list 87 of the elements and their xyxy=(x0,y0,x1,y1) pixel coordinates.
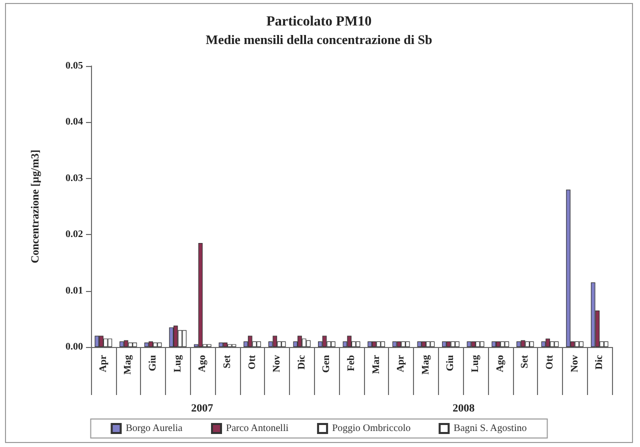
x-tick-label: Nov xyxy=(569,355,580,372)
bar xyxy=(480,341,484,347)
bar xyxy=(466,341,472,347)
bar xyxy=(550,341,554,347)
x-tick-label: Ago xyxy=(197,355,208,372)
bar xyxy=(450,341,456,347)
bar xyxy=(157,342,162,347)
bar xyxy=(356,341,360,347)
bar xyxy=(206,344,212,347)
bar xyxy=(442,341,446,347)
bar xyxy=(103,338,108,347)
bar xyxy=(405,341,410,347)
x-tick-label: Gen xyxy=(321,354,332,373)
bar xyxy=(492,341,496,347)
x-tick-label: Lug xyxy=(470,355,482,372)
bar xyxy=(120,341,124,347)
bar xyxy=(248,336,252,347)
bar xyxy=(322,336,327,347)
bar xyxy=(376,341,381,347)
x-tick-label: Feb xyxy=(346,354,357,372)
chart-title: Particolato PM10 xyxy=(266,14,372,30)
x-tick-label: Ott xyxy=(246,354,258,370)
bar xyxy=(417,341,422,347)
bar xyxy=(604,341,608,347)
x-tick-label: Set xyxy=(520,354,531,368)
y-axis-title: Concentrazione [µg/m3] xyxy=(30,150,42,264)
bar xyxy=(281,341,286,347)
y-tick-label: 0.04 xyxy=(66,116,83,128)
bar xyxy=(173,326,178,347)
legend-label: Poggio Ombriccolo xyxy=(332,423,411,434)
x-tick-label: Set xyxy=(222,354,233,368)
bar xyxy=(516,341,521,347)
bar xyxy=(124,340,128,347)
bar xyxy=(182,330,187,347)
x-tick-label: Ott xyxy=(544,354,556,370)
bar xyxy=(272,336,278,347)
bar xyxy=(520,340,526,347)
bar xyxy=(306,340,311,347)
bar xyxy=(302,338,306,347)
bar xyxy=(396,341,402,347)
legend-label: Bagni S. Agostino xyxy=(454,423,527,434)
bar xyxy=(541,341,546,347)
bar xyxy=(94,336,100,347)
x-tick-label: Apr xyxy=(98,354,109,372)
x-tick-label: Lug xyxy=(172,355,184,372)
x-tick-label: Dic xyxy=(296,354,308,370)
y-tick-label: 0.00 xyxy=(66,342,83,352)
bar xyxy=(198,243,203,347)
bar xyxy=(227,344,232,347)
x-tick-label: Ago xyxy=(494,355,506,372)
x-tick-label: Nov xyxy=(272,355,283,372)
chart-subtitle: Medie mensili della concentrazione di Sb xyxy=(206,32,432,47)
legend-label: Borgo Aurelia xyxy=(126,423,184,434)
text: 2008 xyxy=(452,402,476,414)
bar xyxy=(392,341,397,347)
bar xyxy=(108,338,112,347)
bar xyxy=(574,341,580,347)
bar xyxy=(430,341,435,347)
bar xyxy=(525,341,530,347)
bar xyxy=(128,342,133,347)
bar xyxy=(471,341,476,347)
y-tick-label: 0.02 xyxy=(66,229,83,240)
bar xyxy=(372,341,376,347)
bar xyxy=(380,341,385,347)
bar xyxy=(579,341,584,347)
y-tick-label: 0.03 xyxy=(66,172,83,184)
bar xyxy=(148,341,154,347)
bar xyxy=(144,342,149,347)
bar xyxy=(504,341,510,347)
bar xyxy=(426,341,430,347)
text: 2007 xyxy=(191,402,214,414)
x-tick-label: Mag xyxy=(420,355,432,374)
x-tick-label: Apr xyxy=(396,354,407,372)
x-tick-label: Giu xyxy=(148,354,159,372)
x-tick-label: Giu xyxy=(445,354,456,372)
legend-label: Parco Antonelli xyxy=(226,423,289,434)
bar xyxy=(590,282,596,347)
x-tick-label: Mag xyxy=(122,355,134,374)
x-tick-label: Mar xyxy=(370,354,382,374)
y-tick-label: 0.01 xyxy=(66,285,83,296)
bar xyxy=(446,341,451,347)
y-tick-label: 0.05 xyxy=(66,60,83,72)
x-tick-label: Dic xyxy=(594,354,606,370)
bar xyxy=(232,344,236,347)
bar xyxy=(218,342,224,347)
bar xyxy=(500,341,505,347)
bar xyxy=(554,341,559,347)
